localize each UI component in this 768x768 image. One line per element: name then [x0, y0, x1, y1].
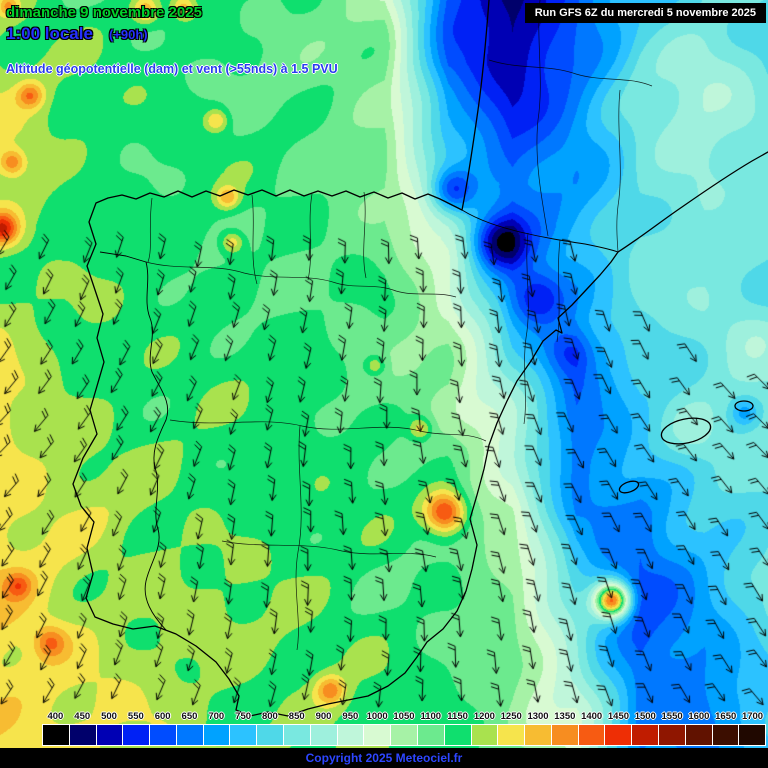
- legend-color-cell: [685, 725, 713, 745]
- map-title: Altitude géopotentielle (dam) et vent (>…: [6, 62, 338, 76]
- legend-value-400: 400: [47, 711, 64, 722]
- legend-value-550: 550: [127, 711, 144, 722]
- legend-value-1450: 1450: [607, 711, 630, 722]
- legend-value-900: 900: [315, 711, 332, 722]
- legend-color-cell: [123, 725, 151, 745]
- legend-value-1050: 1050: [393, 711, 415, 722]
- legend-value-500: 500: [101, 711, 117, 722]
- legend-color-cell: [150, 725, 177, 745]
- legend-color-cell: [712, 725, 740, 745]
- legend-value-700: 700: [208, 711, 225, 722]
- header: dimanche 9 novembre 2025 1:00 locale (+90…: [6, 4, 338, 76]
- legend-value-1700: 1700: [741, 711, 764, 722]
- legend-color-cell: [471, 725, 499, 745]
- legend-color-cell: [96, 725, 124, 745]
- copyright-text: Copyright 2025 Meteociel.fr: [305, 751, 463, 765]
- run-info-box: Run GFS 6Z du mercredi 5 novembre 2025: [524, 3, 766, 23]
- legend-value-600: 600: [154, 711, 171, 722]
- legend-value-1000: 1000: [366, 711, 388, 722]
- legend-color-cell: [632, 725, 659, 745]
- legend-bar: [42, 724, 766, 746]
- legend-color-cell: [551, 725, 579, 745]
- legend-value-750: 750: [235, 711, 252, 722]
- copyright-bar: Copyright 2025 Meteociel.fr: [0, 748, 768, 768]
- legend-value-650: 650: [181, 711, 198, 722]
- legend-color-cell: [69, 725, 97, 745]
- legend-color-cell: [310, 725, 338, 745]
- legend-color-cell: [337, 725, 365, 745]
- legend-value-850: 850: [288, 711, 305, 722]
- legend-value-1650: 1650: [715, 711, 737, 722]
- legend-color-cell: [658, 725, 686, 745]
- legend-color-cell: [257, 725, 285, 745]
- legend-color-cell: [230, 725, 258, 745]
- legend-color-cell: [578, 725, 606, 745]
- legend-color-cell: [391, 725, 418, 745]
- legend-value-1500: 1500: [634, 711, 656, 722]
- legend-color-cell: [739, 725, 766, 745]
- legend-value-1300: 1300: [527, 711, 549, 722]
- legend-value-1150: 1150: [447, 711, 468, 722]
- legend-color-cell: [525, 725, 552, 745]
- legend-value-1550: 1550: [661, 711, 683, 722]
- legend-color-cell: [364, 725, 392, 745]
- legend-color-cell: [203, 725, 231, 745]
- legend-color-cell: [176, 725, 204, 745]
- legend-value-950: 950: [342, 711, 359, 722]
- legend-value-1400: 1400: [581, 711, 603, 722]
- date-label: dimanche 9 novembre 2025: [6, 4, 202, 21]
- legend-color-cell: [417, 725, 445, 745]
- legend-color-cell: [498, 725, 526, 745]
- legend-color-cell: [43, 725, 70, 745]
- legend-labels: 400 450 500 550 600 650 700 750 800 850 900 950 1000…: [42, 711, 766, 723]
- legend-color-cell: [284, 725, 311, 745]
- time-row: 1:00 locale (+90h): [6, 24, 338, 44]
- legend-value-1250: 1250: [500, 711, 522, 722]
- forecast-offset-label: (+90h): [108, 27, 148, 42]
- legend: 400 450 500 550 600 650 700 750 800 850 900 950 1000…: [42, 711, 766, 746]
- legend-value-800: 800: [261, 711, 278, 722]
- legend-value-1200: 1200: [473, 711, 495, 722]
- legend-value-1600: 1600: [688, 711, 710, 722]
- legend-color-cell: [605, 725, 633, 745]
- legend-value-1100: 1100: [420, 711, 442, 722]
- local-time-label: 1:00 locale: [6, 24, 93, 43]
- legend-color-cell: [444, 725, 472, 745]
- legend-value-450: 450: [74, 711, 91, 722]
- legend-value-1350: 1350: [554, 711, 576, 722]
